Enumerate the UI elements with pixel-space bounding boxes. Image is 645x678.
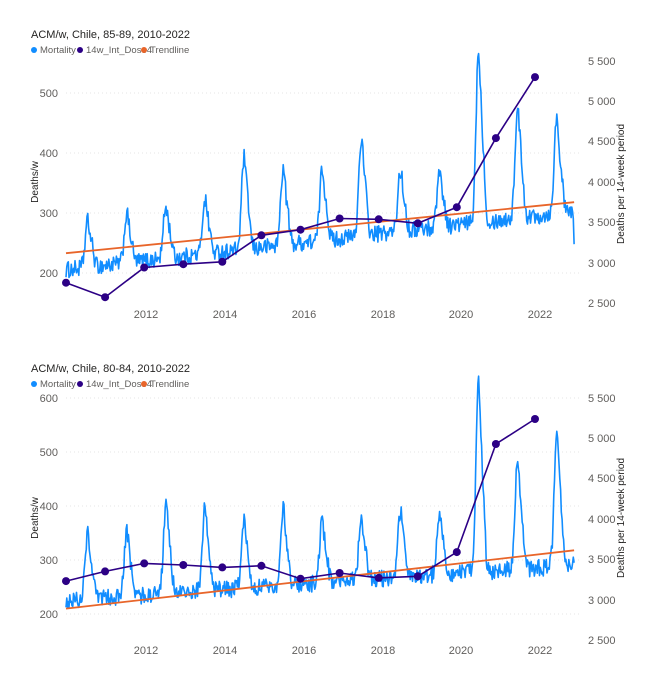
legend: Mortality 14w_Int_Dose4 Trendline bbox=[31, 45, 189, 56]
y-axis-right: 2 500 3 000 3 500 4 000 4 500 5 000 5 50… bbox=[588, 393, 627, 647]
y-tick-label: 200 bbox=[40, 609, 58, 621]
dose4-point[interactable] bbox=[531, 73, 539, 82]
y-right-axis-title: Deaths per 14-week period bbox=[616, 124, 627, 244]
legend-trendline-marker bbox=[141, 47, 147, 53]
series-line-mortality bbox=[65, 375, 575, 609]
x-tick-label: 2020 bbox=[449, 645, 473, 657]
x-tick-label: 2014 bbox=[213, 645, 237, 657]
legend-trendline-label[interactable]: Trendline bbox=[150, 45, 189, 56]
y-tick-label: 300 bbox=[40, 208, 58, 220]
dose4-point[interactable] bbox=[413, 219, 422, 228]
gridlines bbox=[66, 397, 580, 615]
y-tick-label: 600 bbox=[40, 393, 58, 405]
y-right-tick-label: 4 000 bbox=[588, 514, 616, 526]
legend-mortality-label[interactable]: Mortality bbox=[40, 45, 76, 56]
y-right-tick-label: 4 000 bbox=[588, 177, 616, 189]
x-axis: 2012 2014 2016 2018 2020 2022 bbox=[134, 645, 552, 657]
y-axis-right: 2 500 3 000 3 500 4 000 4 500 5 000 5 50… bbox=[588, 56, 627, 310]
x-tick-label: 2018 bbox=[371, 645, 395, 657]
y-axis-left: 600 500 400 300 200 Deaths/w bbox=[30, 393, 58, 621]
y-tick-label: 400 bbox=[40, 501, 58, 513]
series-line-mortality bbox=[65, 52, 575, 279]
dose4-point[interactable] bbox=[179, 561, 188, 569]
dose4-point[interactable] bbox=[179, 260, 188, 269]
y-right-tick-label: 3 000 bbox=[588, 595, 616, 607]
dose4-point[interactable] bbox=[218, 563, 227, 572]
dose4-point[interactable] bbox=[413, 572, 422, 581]
y-right-tick-label: 5 500 bbox=[588, 393, 616, 405]
dose4-point[interactable] bbox=[140, 559, 149, 568]
y-tick-label: 500 bbox=[40, 88, 58, 100]
x-tick-label: 2016 bbox=[292, 645, 316, 657]
dose4-point[interactable] bbox=[257, 231, 266, 240]
x-tick-label: 2020 bbox=[449, 309, 473, 321]
legend: Mortality 14w_Int_Dose4 Trendline bbox=[31, 379, 189, 390]
x-tick-label: 2016 bbox=[292, 309, 316, 321]
y-right-tick-label: 5 500 bbox=[588, 56, 616, 68]
dose4-point[interactable] bbox=[257, 561, 266, 570]
dose4-point[interactable] bbox=[335, 214, 344, 223]
dose4-point[interactable] bbox=[101, 293, 110, 302]
dose4-point[interactable] bbox=[452, 548, 461, 557]
series-line-trendline bbox=[65, 201, 575, 255]
y-tick-label: 200 bbox=[40, 268, 58, 280]
y-right-tick-label: 3 500 bbox=[588, 554, 616, 566]
y-tick-label: 300 bbox=[40, 555, 58, 567]
series-line-dose4 bbox=[65, 418, 536, 582]
legend-mortality-marker bbox=[31, 47, 37, 53]
legend-trendline-label[interactable]: Trendline bbox=[150, 379, 189, 390]
dose4-point[interactable] bbox=[452, 203, 461, 212]
dose4-point[interactable] bbox=[218, 257, 227, 266]
dose4-point[interactable] bbox=[101, 567, 110, 576]
x-tick-label: 2018 bbox=[371, 309, 395, 321]
y-right-tick-label: 2 500 bbox=[588, 635, 616, 647]
y-right-tick-label: 5 000 bbox=[588, 433, 616, 445]
x-axis: 2012 2014 2016 2018 2020 2022 bbox=[134, 309, 552, 321]
legend-trendline-marker bbox=[141, 381, 147, 387]
legend-dose4-label[interactable]: 14w_Int_Dose4 bbox=[86, 45, 152, 56]
y-tick-label: 400 bbox=[40, 148, 58, 160]
chart-title: ACM/w, Chile, 80-84, 2010-2022 bbox=[31, 363, 190, 375]
dose4-point[interactable] bbox=[374, 215, 383, 224]
y-right-tick-label: 5 000 bbox=[588, 96, 616, 108]
plot-area bbox=[62, 375, 575, 610]
y-right-axis-title: Deaths per 14-week period bbox=[616, 458, 627, 578]
y-axis-title: Deaths/w bbox=[30, 496, 41, 538]
legend-dose4-marker bbox=[77, 381, 83, 387]
y-right-tick-label: 4 500 bbox=[588, 136, 616, 148]
dose4-point[interactable] bbox=[62, 278, 70, 287]
dose4-point[interactable] bbox=[296, 225, 305, 234]
gridlines bbox=[66, 92, 580, 274]
plot-area bbox=[62, 52, 575, 302]
x-tick-label: 2014 bbox=[213, 309, 237, 321]
y-axis-left: 500 400 300 200 Deaths/w bbox=[30, 88, 58, 280]
dose4-point[interactable] bbox=[296, 574, 305, 583]
y-tick-label: 500 bbox=[40, 447, 58, 459]
dose4-point[interactable] bbox=[531, 415, 539, 423]
chart-80-84: ACM/w, Chile, 80-84, 2010-2022 Mortality… bbox=[30, 363, 627, 657]
x-tick-label: 2022 bbox=[528, 309, 552, 321]
x-tick-label: 2012 bbox=[134, 309, 158, 321]
y-axis-title: Deaths/w bbox=[30, 160, 41, 202]
dose4-point[interactable] bbox=[335, 569, 344, 577]
x-tick-label: 2012 bbox=[134, 645, 158, 657]
dose4-point[interactable] bbox=[62, 577, 70, 586]
y-right-tick-label: 3 000 bbox=[588, 258, 616, 270]
y-right-tick-label: 2 500 bbox=[588, 298, 616, 310]
dose4-point[interactable] bbox=[140, 263, 149, 272]
legend-mortality-marker bbox=[31, 381, 37, 387]
legend-dose4-marker bbox=[77, 47, 83, 53]
x-tick-label: 2022 bbox=[528, 645, 552, 657]
dose4-point[interactable] bbox=[491, 440, 500, 448]
y-right-tick-label: 4 500 bbox=[588, 473, 616, 485]
legend-mortality-label[interactable]: Mortality bbox=[40, 379, 76, 390]
dose4-point[interactable] bbox=[374, 573, 383, 582]
chart-85-89: ACM/w, Chile, 85-89, 2010-2022 Mortality… bbox=[30, 29, 627, 321]
chart-title: ACM/w, Chile, 85-89, 2010-2022 bbox=[31, 29, 190, 41]
legend-dose4-label[interactable]: 14w_Int_Dose4 bbox=[86, 379, 152, 390]
dose4-point[interactable] bbox=[491, 134, 500, 143]
y-right-tick-label: 3 500 bbox=[588, 217, 616, 229]
series-line-trendline bbox=[65, 549, 575, 610]
